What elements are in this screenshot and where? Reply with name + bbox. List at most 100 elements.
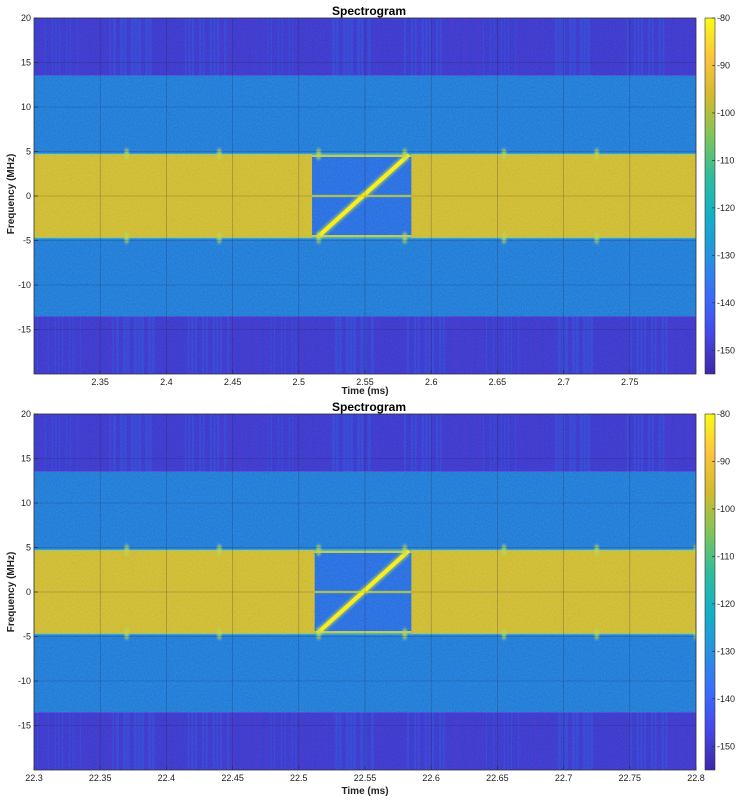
- y-tick-label: -10: [18, 280, 31, 290]
- grid: [33, 413, 697, 770]
- y-tick-label: 10: [21, 498, 31, 508]
- x-tick-label: 2.5: [293, 377, 306, 387]
- transient-marker: [217, 148, 222, 161]
- y-tick-label: 0: [26, 587, 31, 597]
- colorbar-2: -80 -90 -100 -110 -120 -130 -140 -150: [704, 409, 735, 771]
- transient-marker: [217, 544, 222, 557]
- band-texture-4: [34, 712, 696, 770]
- outer-band-striations: [34, 18, 696, 374]
- colorbar-tick-label: -150: [717, 741, 735, 751]
- transient-marker: [501, 627, 507, 640]
- y-tick-label: 5: [26, 147, 31, 157]
- spectrogram-panel-2: Spectrogram Time (ms) Frequency (MHz) 22…: [6, 400, 735, 797]
- transient-marker: [501, 544, 507, 557]
- y-tick-label: -15: [18, 721, 31, 731]
- colorbar-tick-label: -100: [717, 504, 735, 514]
- colorbar-tick-label: -80: [717, 409, 730, 419]
- transient-marker: [316, 231, 321, 244]
- y-tick-label: -5: [23, 632, 31, 642]
- y-tick-label: 15: [21, 58, 31, 68]
- x-tick-label: 22.7: [555, 773, 573, 783]
- x-tick-label: 22.35: [89, 773, 112, 783]
- x-tick-label: 22.4: [158, 773, 176, 783]
- x-ticks-1: 2.35 2.4 2.45 2.5 2.55 2.6 2.65 2.7 2.75: [91, 370, 639, 387]
- colorbar-tick-label: -130: [717, 250, 735, 260]
- y-tick-label: 10: [21, 102, 31, 112]
- y-tick-label: 5: [26, 543, 31, 553]
- x-axis-label-1: Time (ms): [341, 386, 388, 397]
- x-tick-label: 22.55: [354, 773, 377, 783]
- x-tick-label: 22.65: [486, 773, 509, 783]
- band-texture-3: [34, 633, 696, 713]
- transient-marker: [217, 231, 222, 244]
- y-ticks-1: 20 15 10 5 0 -5 -10 -15: [18, 13, 38, 335]
- x-tick-label: 2.35: [91, 377, 109, 387]
- colorbar-tick-label: -150: [717, 345, 735, 355]
- transient-marker: [316, 148, 321, 161]
- x-tick-label: 2.45: [224, 377, 242, 387]
- chart-title-1: Spectrogram: [332, 4, 406, 18]
- chirp-line: [316, 549, 410, 635]
- transient-marker: [124, 231, 129, 244]
- transient-marker: [594, 627, 599, 640]
- transient-marker: [402, 148, 407, 161]
- transient-marker: [124, 148, 129, 161]
- x-tick-label: 2.55: [356, 377, 374, 387]
- transient-marker: [316, 627, 321, 640]
- colorbar-tick-label: -110: [717, 551, 734, 561]
- x-ticks-2: 22.3 22.35 22.4 22.45 22.5 22.55 22.6 22.65 22.7…: [25, 766, 705, 783]
- transient-marker: [124, 627, 129, 640]
- y-tick-label: 20: [21, 13, 31, 23]
- x-tick-label: 22.8: [687, 773, 705, 783]
- y-tick-label: 15: [21, 454, 31, 464]
- y-tick-label: -10: [18, 676, 31, 686]
- colorbar-tick-label: -130: [717, 646, 735, 656]
- x-tick-label: 2.65: [489, 377, 507, 387]
- x-tick-label: 22.45: [221, 773, 244, 783]
- transient-marker: [124, 544, 129, 557]
- transient-marker: [693, 544, 696, 557]
- x-tick-label: 22.5: [290, 773, 308, 783]
- y-tick-label: 0: [26, 191, 31, 201]
- outer-band-striations: [34, 414, 696, 770]
- chirp-line: [316, 153, 410, 239]
- colorbar-tick-label: -120: [717, 203, 735, 213]
- transient-marker: [501, 231, 507, 244]
- x-tick-label: 2.7: [557, 377, 570, 387]
- x-tick-label: 22.75: [619, 773, 642, 783]
- colorbar-tick-label: -90: [717, 456, 730, 466]
- transient-marker: [402, 627, 407, 640]
- colorbar-gradient: [704, 413, 716, 771]
- transient-marker: [402, 544, 407, 557]
- x-axis-label-2: Time (ms): [341, 786, 388, 797]
- band-texture-0: [34, 18, 696, 76]
- band-texture-1: [34, 75, 696, 155]
- band-texture-1: [34, 471, 696, 551]
- y-axis-label-1: Frequency (MHz): [6, 154, 17, 235]
- transient-marker: [316, 544, 321, 557]
- transient-marker: [594, 148, 599, 161]
- colorbar-tick-label: -90: [717, 60, 730, 70]
- y-axis-label-2: Frequency (MHz): [6, 552, 17, 633]
- spectrogram-panel-1: Spectrogram Time (ms) Frequency (MHz) 2.…: [6, 4, 735, 397]
- band-texture-4: [34, 316, 696, 374]
- x-tick-label: 2.4: [160, 377, 173, 387]
- colorbar-1: -80 -90 -100 -110 -120 -130 -140 -150: [704, 13, 735, 375]
- x-tick-label: 22.3: [25, 773, 43, 783]
- colorbar-tick-label: -140: [717, 694, 735, 704]
- plot-area-2: [33, 413, 697, 771]
- transient-marker: [402, 231, 407, 244]
- x-tick-label: 2.6: [425, 377, 438, 387]
- transient-marker: [217, 627, 222, 640]
- colorbar-tick-label: -140: [717, 298, 735, 308]
- colorbar-tick-label: -110: [717, 155, 734, 165]
- chart-title-2: Spectrogram: [332, 400, 406, 414]
- band-texture-0: [34, 414, 696, 472]
- colorbar-tick-label: -120: [717, 599, 735, 609]
- y-tick-label: 20: [21, 409, 31, 419]
- plot-area-1: [33, 17, 697, 375]
- y-tick-label: -5: [23, 236, 31, 246]
- transient-marker: [501, 148, 507, 161]
- colorbar-gradient: [704, 17, 716, 375]
